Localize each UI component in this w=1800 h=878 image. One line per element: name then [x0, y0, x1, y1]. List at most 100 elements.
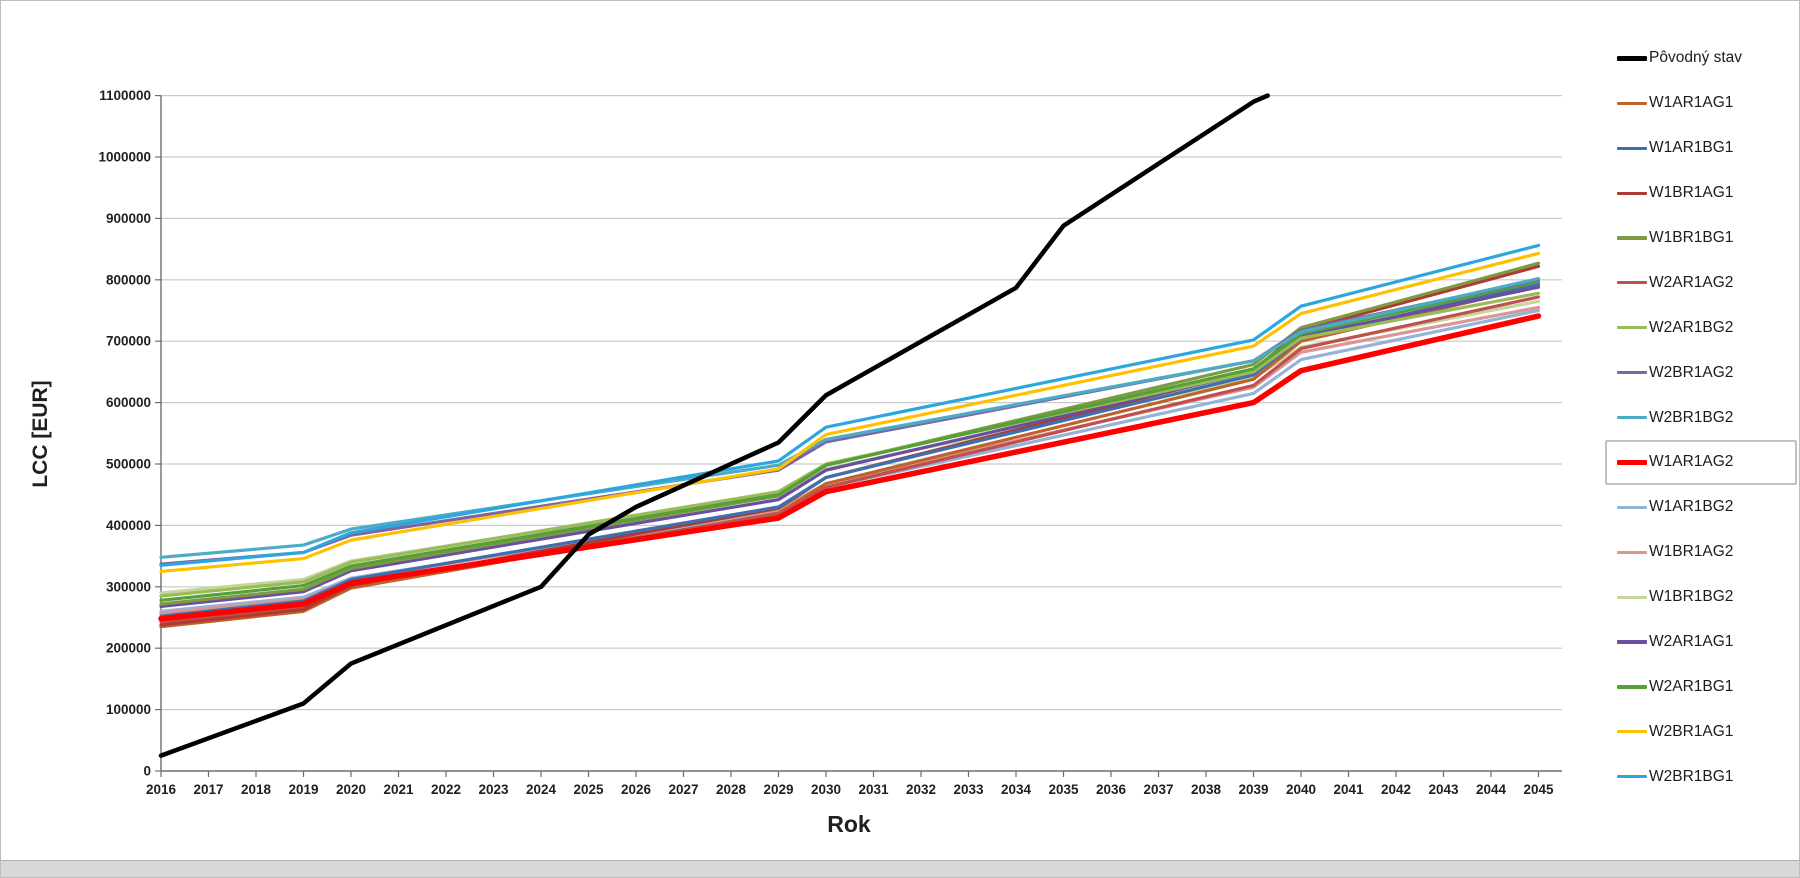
series-line-W1AR1AG1: [159, 284, 1541, 629]
legend-item-W1BR1BG1[interactable]: W1BR1BG1: [1605, 216, 1797, 261]
legend-item-W2AR1AG2[interactable]: W2AR1AG2: [1605, 260, 1797, 305]
legend-swatch-W2BR1BG1: [1617, 775, 1647, 779]
x-tick-label: 2019: [288, 782, 318, 797]
legend-item-W2AR1BG1[interactable]: W2AR1BG1: [1605, 664, 1797, 709]
x-tick-label: 2036: [1096, 782, 1127, 797]
legend-swatch-W2AR1AG1: [1617, 640, 1647, 644]
y-tick-label: 1100000: [99, 88, 151, 103]
legend-label: W2AR1BG2: [1649, 318, 1734, 336]
x-tick-label: 2025: [573, 782, 604, 797]
y-axis-title: LCC [EUR]: [29, 380, 52, 488]
x-tick-label: 2035: [1048, 782, 1079, 797]
legend-item-W1BR1AG1[interactable]: W1BR1AG1: [1605, 171, 1797, 216]
legend-swatch-W1BR1AG2: [1617, 550, 1647, 554]
y-tick-label: 0: [143, 764, 151, 779]
y-tick-label: 300000: [106, 579, 151, 594]
x-tick-label: 2043: [1428, 782, 1459, 797]
x-tick-label: 2018: [241, 782, 272, 797]
legend-item-W1BR1AG2[interactable]: W1BR1AG2: [1605, 530, 1797, 575]
legend-swatch-W2BR1AG1: [1617, 730, 1647, 734]
x-tick-label: 2040: [1286, 782, 1316, 797]
legend-label: W1BR1BG1: [1649, 229, 1734, 246]
series-lines: [158, 93, 1542, 758]
legend-swatch-W2BR1AG2: [1617, 371, 1647, 375]
x-tick-label: 2027: [668, 782, 698, 797]
x-tick-label: 2034: [1001, 782, 1032, 797]
y-axis-tick-labels: 0 100000 200000 300000 400000 500000 600000 700…: [98, 88, 151, 778]
x-tick-label: 2031: [858, 782, 889, 797]
legend-item-W1AR1AG2[interactable]: W1AR1AG2: [1605, 440, 1797, 485]
x-tick-label: 2030: [811, 782, 841, 797]
legend: Pôvodný stav W1AR1AG1 W1AR1BG1 W1BR1AG1 W1BR…: [1605, 36, 1797, 799]
bottom-strip: [1, 860, 1799, 877]
x-tick-label: 2041: [1333, 782, 1364, 797]
legend-swatch-W1AR1AG1: [1617, 101, 1647, 105]
legend-label: W1AR1BG2: [1649, 498, 1734, 516]
x-tick-label: 2020: [336, 782, 366, 797]
legend-item-W1AR1AG1[interactable]: W1AR1AG1: [1605, 81, 1797, 126]
x-tick-label: 2044: [1476, 782, 1507, 797]
legend-label: W1BR1AG2: [1649, 543, 1734, 561]
legend-swatch-W1BR1AG1: [1617, 191, 1647, 195]
legend-swatch-W2BR1BG2: [1617, 415, 1647, 420]
series-line-W1AR1AG2: [158, 313, 1542, 622]
legend-label: W2AR1AG2: [1649, 273, 1734, 291]
x-tick-label: 2029: [763, 782, 793, 797]
legend-item-W2BR1AG2[interactable]: W2BR1AG2: [1605, 350, 1797, 395]
legend-item-W2AR1BG2[interactable]: W2AR1BG2: [1605, 305, 1797, 350]
x-tick-label: 2024: [526, 782, 557, 797]
y-tick-label: 500000: [106, 457, 151, 472]
y-tick-label: 800000: [106, 272, 151, 287]
x-tick-label: 2032: [906, 782, 936, 797]
legend-label: W1AR1AG2: [1649, 453, 1734, 471]
series-line-Pôvodný stav: [158, 93, 1270, 758]
x-tick-label: 2026: [621, 782, 652, 797]
x-tick-label: 2021: [383, 782, 414, 797]
legend-label: W1BR1AG1: [1649, 184, 1734, 202]
x-tick-label: 2023: [478, 782, 509, 797]
x-axis-tick-labels: 2016 2017 2018 2019 2020 2021 2022 2023 2024 2025…: [146, 771, 1554, 797]
legend-item-W2BR1AG1[interactable]: W2BR1AG1: [1605, 709, 1797, 754]
legend-label: W2BR1BG2: [1649, 408, 1734, 426]
legend-swatch-W1AR1BG2: [1617, 505, 1647, 509]
legend-swatch-W1BR1BG2: [1617, 595, 1647, 599]
x-tick-label: 2045: [1523, 782, 1554, 797]
y-tick-label: 100000: [106, 702, 151, 717]
legend-swatch-W2AR1BG2: [1617, 326, 1647, 330]
y-tick-label: 1000000: [98, 150, 151, 165]
legend-swatch-W1AR1BG1: [1617, 146, 1647, 150]
x-tick-label: 2016: [146, 782, 177, 797]
legend-label: W2BR1BG1: [1649, 767, 1734, 785]
legend-label: Pôvodný stav: [1649, 49, 1743, 67]
y-tick-label: 900000: [106, 211, 151, 226]
y-tick-label: 700000: [106, 334, 151, 349]
legend-item-Pôvodný stav[interactable]: Pôvodný stav: [1605, 36, 1797, 81]
x-tick-label: 2039: [1238, 782, 1268, 797]
legend-label: W1AR1AG1: [1649, 94, 1734, 112]
legend-item-W1AR1BG2[interactable]: W1AR1BG2: [1605, 485, 1797, 530]
legend-item-W2BR1BG2[interactable]: W2BR1BG2: [1605, 395, 1797, 440]
legend-item-W1BR1BG2[interactable]: W1BR1BG2: [1605, 575, 1797, 620]
legend-item-W1AR1BG1[interactable]: W1AR1BG1: [1605, 126, 1797, 171]
y-tick-label: 400000: [106, 518, 151, 533]
x-axis-title: Rok: [827, 811, 871, 837]
legend-item-W2AR1AG1[interactable]: W2AR1AG1: [1605, 620, 1797, 665]
series-line-W2AR1BG2: [159, 291, 1541, 598]
legend-label: W2AR1AG1: [1649, 633, 1734, 651]
x-tick-label: 2037: [1143, 782, 1173, 797]
y-tick-label: 600000: [106, 395, 151, 410]
legend-swatch-W1BR1BG1: [1617, 236, 1647, 240]
x-tick-label: 2022: [431, 782, 461, 797]
legend-item-W2BR1BG1[interactable]: W2BR1BG1: [1605, 754, 1797, 799]
legend-label: W2AR1BG1: [1649, 677, 1734, 695]
series-line-W2BR1BG1: [159, 243, 1541, 567]
legend-label: W2BR1AG2: [1649, 363, 1734, 381]
x-tick-label: 2017: [193, 782, 223, 797]
series-line-W2BR1AG1: [159, 251, 1541, 574]
legend-swatch-Pôvodný stav: [1617, 56, 1647, 61]
x-tick-label: 2028: [716, 782, 747, 797]
legend-swatch-W1AR1AG2: [1617, 459, 1647, 466]
legend-label: W2BR1AG1: [1649, 722, 1734, 740]
